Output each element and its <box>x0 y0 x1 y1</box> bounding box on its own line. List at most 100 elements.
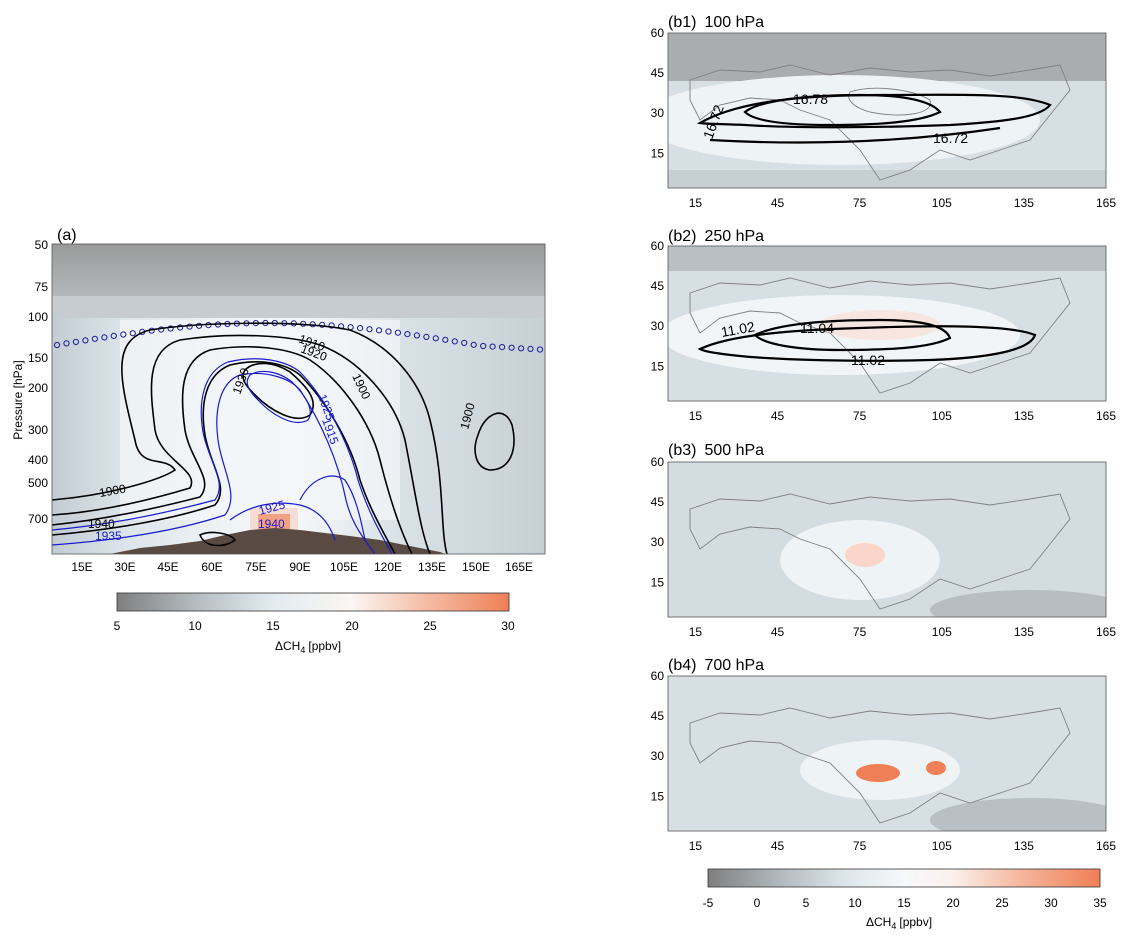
map-xtick: 105 <box>932 196 952 210</box>
map-xtick: 75 <box>853 196 867 210</box>
cbar-a-tick: 25 <box>423 619 437 633</box>
map-axis-ticks: 60 45 30 15 15 45 75 105 135 165 60 45 30 15 15 45 75 105… <box>651 26 1117 853</box>
cbar-b-label-sub: 4 <box>891 921 896 931</box>
map-ytick: 15 <box>651 575 665 589</box>
tropopause-marker <box>72 338 80 345</box>
cbar-b-tick: 35 <box>1093 896 1107 910</box>
map-xtick: 75 <box>853 625 867 639</box>
ytick: 700 <box>28 512 48 526</box>
map-xtick: 75 <box>853 839 867 853</box>
tropopause-marker <box>451 338 458 345</box>
contour-b2-outer <box>697 325 1037 362</box>
tropopause-marker <box>91 335 99 342</box>
coastline-b1 <box>689 64 1071 181</box>
tropopause-marker <box>82 337 89 344</box>
map-ytick: 15 <box>651 146 665 160</box>
map-ytick: 30 <box>651 319 665 333</box>
ytick: 75 <box>35 280 49 294</box>
tropopause-marker <box>357 325 364 332</box>
colorbar-a-gradient <box>116 592 510 612</box>
map-ytick: 45 <box>651 279 665 293</box>
tropopause-marker <box>63 340 70 347</box>
map-ytick: 30 <box>651 106 665 120</box>
panel-b1-frame <box>667 32 1107 189</box>
xtick: 75E <box>245 560 266 574</box>
contour-label: 11.02 <box>720 318 756 340</box>
cbar-b-tick: 0 <box>754 896 761 910</box>
hotspot-b4-china <box>926 761 946 775</box>
cbar-b-label-main: ΔCH <box>866 915 891 929</box>
map-xtick: 105 <box>932 625 952 639</box>
map-ytick: 15 <box>651 359 665 373</box>
tropopause-marker <box>480 342 487 350</box>
cbar-b-tick: -5 <box>703 896 714 910</box>
xtick: 165E <box>505 560 533 574</box>
panel-b2-frame <box>667 245 1107 402</box>
orography <box>110 528 445 554</box>
tibet-outline-b1 <box>848 87 931 116</box>
tropopause-marker <box>366 326 373 333</box>
tropopause-marker <box>53 341 61 349</box>
tropopause-marker <box>470 341 477 348</box>
tropopause-marker <box>527 345 534 352</box>
ytick: 50 <box>35 238 49 252</box>
panel-b1: (b1) 100 hPa 16.78 16.72 16.72 <box>667 14 1107 189</box>
map-xtick: 135 <box>1014 839 1034 853</box>
contour-label: 16.72 <box>933 130 968 146</box>
ytick: 200 <box>28 381 48 395</box>
panel-a-contours <box>52 322 515 554</box>
tropopause-marker <box>375 327 383 334</box>
colorbar-b-gradient <box>707 868 1101 888</box>
panel-a-label: (a) <box>57 227 77 244</box>
panel-a-colorbar: 5 10 15 20 25 30 ΔCH4 [ppbv] <box>114 592 515 655</box>
map-xtick: 165 <box>1096 196 1116 210</box>
contour-label: 1935 <box>95 529 122 543</box>
map-xtick: 45 <box>771 625 785 639</box>
cbar-b-label-unit: [ppbv] <box>899 915 932 929</box>
contour-label: 1940 <box>258 517 285 531</box>
panel-b4-label: (b4) 700 hPa <box>668 657 764 674</box>
map-ytick: 30 <box>651 749 665 763</box>
tropopause-marker <box>186 323 193 330</box>
tropopause-marker <box>394 329 401 336</box>
ytick: 500 <box>28 476 48 490</box>
coastline-b2 <box>689 277 1071 394</box>
panel-a-ylabel: Pressure [hPa] <box>11 360 25 439</box>
xtick: 135E <box>418 560 446 574</box>
contour-label: 11.02 <box>851 352 885 368</box>
xtick: 60E <box>201 560 222 574</box>
panel-b4-level: 700 hPa <box>704 657 764 674</box>
tropopause-marker <box>536 346 544 353</box>
tropopause-marker <box>101 334 108 341</box>
panel-b2: (b2) 250 hPa 11.02 11.04 11.02 <box>667 228 1107 402</box>
map-xtick: 15 <box>689 839 703 853</box>
panel-a-yticks: 50 75 100 150 200 300 400 500 700 <box>28 238 48 526</box>
map-ytick: 60 <box>651 455 665 469</box>
colorbar-a-label: ΔCH4 [ppbv] <box>275 639 341 655</box>
map-xtick: 105 <box>932 839 952 853</box>
panel-b2-level: 250 hPa <box>704 228 764 245</box>
map-xtick: 165 <box>1096 839 1116 853</box>
tropopause-marker <box>404 331 411 338</box>
tropopause-marker <box>508 344 515 351</box>
ytick: 100 <box>28 310 48 324</box>
tropopause-marker <box>432 335 439 342</box>
tropopause-marker <box>328 322 335 329</box>
tropopause-marker <box>413 332 420 339</box>
panel-a: (a) <box>11 227 546 655</box>
map-ytick: 45 <box>651 709 665 723</box>
map-ytick: 30 <box>651 535 665 549</box>
map-xtick: 45 <box>771 409 785 423</box>
coastline-b3 <box>689 493 1071 610</box>
panel-b3-label: (b3) 500 hPa <box>668 442 764 459</box>
cbar-a-tick: 20 <box>345 619 359 633</box>
cbar-a-tick: 5 <box>114 619 121 633</box>
contour-label: 11.04 <box>800 320 834 336</box>
xtick: 30E <box>114 560 135 574</box>
tropopause-marker <box>461 339 468 346</box>
map-b1 <box>668 33 1106 188</box>
panel-a-xticks: 15E 30E 45E 60E 75E 90E 105E 120E 135E 1… <box>71 560 533 574</box>
map-xtick: 15 <box>689 625 703 639</box>
contour-label: 16.78 <box>793 91 828 107</box>
